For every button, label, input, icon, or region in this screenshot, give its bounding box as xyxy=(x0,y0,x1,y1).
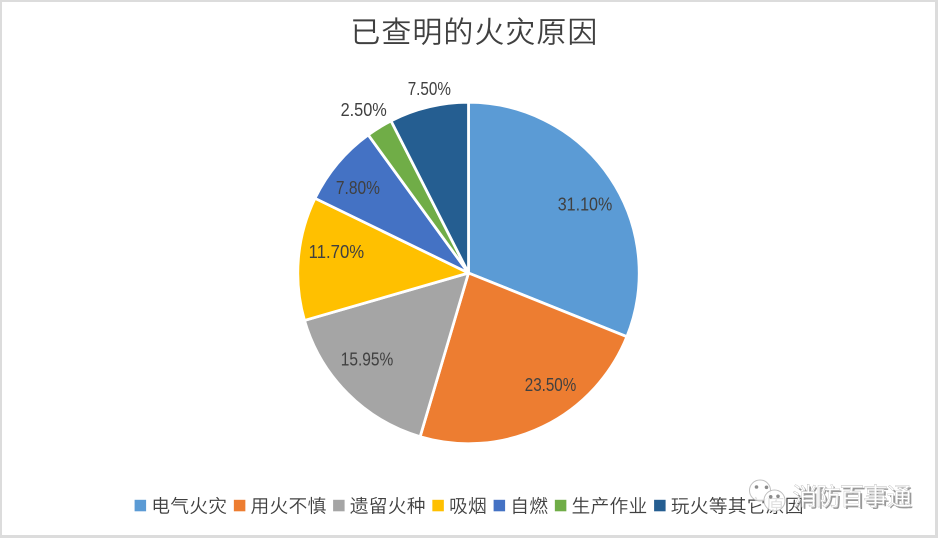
svg-text:31.10%: 31.10% xyxy=(558,195,613,215)
svg-text:15.95%: 15.95% xyxy=(341,350,394,370)
svg-text:7.80%: 7.80% xyxy=(336,178,380,198)
svg-text:23.50%: 23.50% xyxy=(525,375,577,395)
svg-text:7.50%: 7.50% xyxy=(408,79,451,99)
svg-text:11.70%: 11.70% xyxy=(309,242,365,262)
svg-text:2.50%: 2.50% xyxy=(341,100,387,120)
